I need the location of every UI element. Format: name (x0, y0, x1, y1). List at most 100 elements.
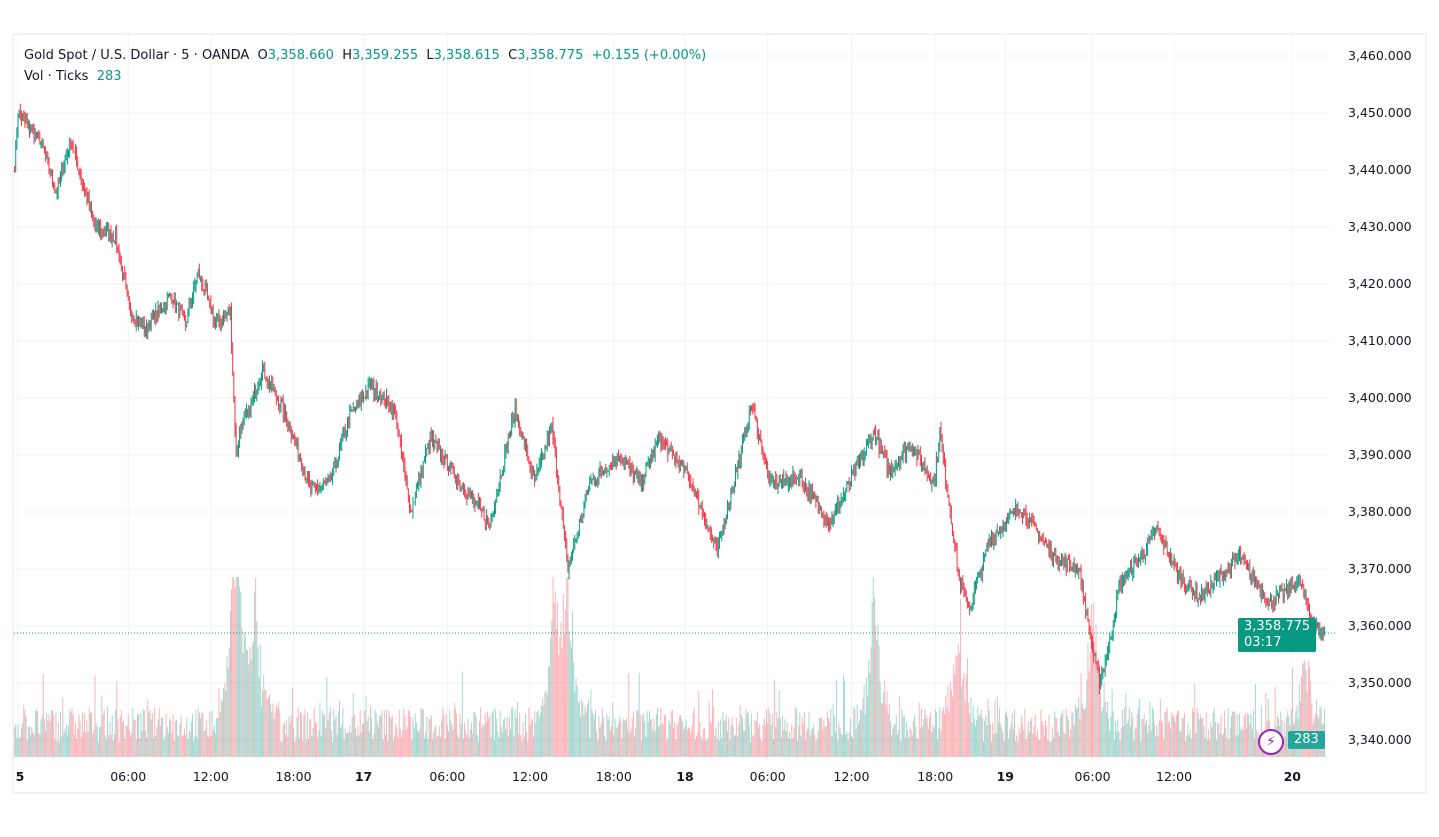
volume-bar (887, 713, 889, 757)
volume-bar (1024, 709, 1026, 757)
volume-bar (240, 591, 242, 757)
volume-bar (939, 707, 941, 757)
volume-bar (691, 726, 693, 757)
volume-bar (538, 717, 540, 757)
volume-bar (845, 734, 847, 757)
volume-bar (763, 718, 765, 757)
volume-bar (737, 735, 739, 757)
volume-bar (677, 723, 679, 757)
volume-bar (960, 599, 962, 757)
volume-bar (869, 672, 871, 757)
volume-bar (599, 726, 601, 757)
volume-bar (122, 722, 123, 757)
volume-bar (243, 631, 245, 757)
volume-bar (601, 708, 603, 757)
volume-bar (270, 704, 272, 757)
volume-bar (1217, 723, 1219, 757)
volume-bar (864, 714, 866, 757)
volume-bar (293, 727, 295, 757)
volume-bar (760, 738, 762, 757)
bar-countdown: 03:17 (1244, 635, 1282, 650)
volume-bar (165, 713, 167, 757)
volume-bar (1203, 725, 1205, 757)
volume-bar (1069, 737, 1071, 757)
volume-bar (955, 655, 957, 757)
close-label: C (508, 48, 518, 63)
volume-bar (585, 711, 587, 757)
volume-bar (234, 587, 236, 757)
volume-bar (136, 714, 138, 757)
volume-bar (632, 711, 634, 757)
volume-bar (871, 602, 873, 757)
chart-legend: Gold Spot / U.S. Dollar · 5 · OANDA O3,3… (24, 45, 706, 87)
volume-bar (748, 724, 750, 757)
open-label: O (257, 48, 268, 63)
volume-bar (409, 710, 410, 757)
volume-bar (402, 730, 404, 757)
volume-bar (508, 715, 510, 757)
volume-bar (422, 709, 424, 757)
volume-bar (410, 716, 412, 757)
volume-bar (491, 712, 493, 757)
x-tick-label: 17 (355, 769, 372, 784)
volume-bar (138, 714, 140, 757)
volume-bar (560, 622, 562, 757)
volume-bar (223, 688, 225, 757)
volume-bar (1072, 712, 1074, 757)
volume-bar (1094, 649, 1096, 757)
volume-bar (368, 731, 370, 757)
volume-bar (855, 729, 857, 757)
volume-bar (72, 714, 74, 757)
volume-bar (1125, 692, 1127, 757)
volume-bar (605, 740, 607, 757)
volume-bar (41, 714, 43, 757)
volume-bar (341, 724, 343, 757)
volume-bar (890, 721, 891, 757)
volume-bar (453, 702, 455, 757)
volume-bar (118, 741, 120, 757)
volume-bar (177, 735, 179, 757)
volume-bar (682, 721, 684, 757)
volume-bar (770, 724, 772, 757)
volume-bar (738, 723, 740, 757)
volume-bar (371, 718, 373, 757)
volume-bar (698, 690, 700, 757)
volume-bar (328, 712, 330, 757)
volume-bar (1090, 604, 1092, 757)
volume-bar (420, 707, 422, 757)
volume-bar (162, 717, 164, 757)
volume-bar (678, 715, 680, 757)
volume-bar (938, 727, 940, 757)
volume-bar (888, 704, 890, 757)
volume-bar (786, 721, 788, 757)
volume-bar (1101, 710, 1103, 757)
volume-bar (877, 624, 879, 757)
volume-bar (503, 719, 505, 757)
volume-bar (380, 715, 382, 757)
volume-bar (758, 727, 759, 757)
volume-bar (1195, 733, 1197, 757)
volume-bar (544, 692, 546, 757)
volume-bar (433, 732, 435, 757)
volume-bar (1004, 713, 1006, 757)
volume-bar (1019, 733, 1021, 757)
volume-bar (329, 707, 331, 757)
volume-bar (1119, 740, 1121, 757)
volume-bar (789, 731, 790, 757)
volume-bar (396, 727, 398, 757)
volume-bar (390, 718, 392, 757)
volume-bar (251, 645, 253, 757)
volume-bar (1283, 721, 1285, 757)
volume-bar (984, 720, 986, 757)
volume-bar (263, 675, 265, 757)
lightning-icon[interactable]: ⚡ (1258, 729, 1284, 755)
volume-bar (187, 739, 189, 757)
volume-bar (1186, 735, 1188, 757)
volume-bar (1089, 652, 1091, 757)
volume-bar (1018, 727, 1020, 757)
volume-bar (188, 731, 190, 757)
volume-bar (399, 729, 401, 757)
volume-bar (1117, 719, 1119, 757)
